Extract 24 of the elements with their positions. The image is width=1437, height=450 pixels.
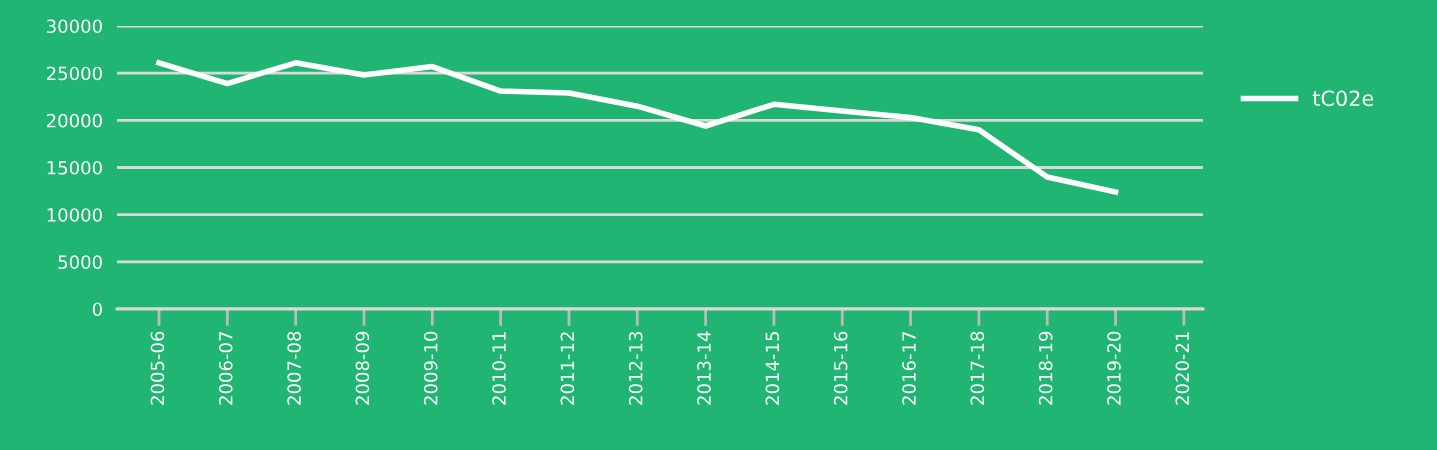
y-tick-label: 20000 <box>47 113 102 128</box>
x-tick-label: 2008-09 <box>355 331 370 405</box>
x-tick-label: 2020-21 <box>1175 332 1190 405</box>
x-tick-label: 2009-10 <box>423 331 438 405</box>
x-tick-label: 2015-16 <box>833 331 848 405</box>
x-tick-label: 2013-14 <box>697 331 711 405</box>
x-tick-label: 2007-08 <box>287 331 301 405</box>
x-tick-label: 2014-15 <box>765 332 780 405</box>
x-tick-label: 2010-11 <box>492 332 506 405</box>
x-tick-label: 2005-06 <box>150 331 165 405</box>
legend-label: tC02e <box>1312 90 1374 107</box>
x-tick-label: 2006-07 <box>218 332 233 405</box>
y-tick-label: 15000 <box>47 160 102 175</box>
x-tick-label: 2018-19 <box>1038 331 1053 405</box>
x-tick-label: 2016-17 <box>902 332 916 405</box>
x-tick-label: 2019-20 <box>1107 331 1121 405</box>
y-tick-label: 5000 <box>58 255 102 269</box>
x-tick-label: 2012-13 <box>628 331 643 405</box>
y-tick-label: 10000 <box>47 208 102 222</box>
x-tick-label: 2017-18 <box>970 331 985 405</box>
y-tick-label: 25000 <box>47 66 102 81</box>
x-tick-label: 2011-12 <box>560 332 575 405</box>
y-tick-label: 0 <box>92 302 102 317</box>
y-tick-label: 30000 <box>47 19 102 34</box>
